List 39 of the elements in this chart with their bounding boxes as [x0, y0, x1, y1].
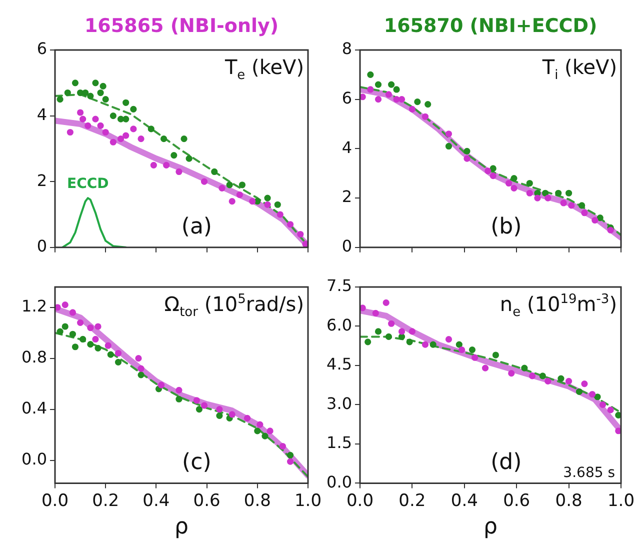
x-tick-label: 1.0 [294, 490, 322, 511]
annotation: (b) [490, 214, 522, 240]
x-tick-label: 0.8 [555, 490, 582, 511]
y-tick-label: 4 [36, 104, 47, 124]
annotation: (a) [181, 214, 212, 240]
y-tick-label: 1.5 [326, 433, 352, 452]
y-tick-label: 0.4 [22, 398, 47, 418]
y-tick-label: 7.5 [326, 276, 352, 296]
y-tick-label: 6 [36, 39, 47, 58]
x-tick-label: 0.2 [92, 490, 120, 511]
series-label: ECCD [67, 176, 109, 192]
y-tick-label: 6.0 [326, 315, 352, 334]
text: 165865 (NBI-only) [84, 15, 279, 37]
y-tick-label: 2 [342, 187, 352, 206]
y-tick-label: 8 [342, 39, 352, 58]
annotation: (c) [182, 450, 212, 476]
y-tick-label: 6 [342, 88, 352, 108]
x-axis-title: ρ [484, 514, 498, 540]
y-tick-label: 0 [36, 236, 47, 256]
y-tick-label: 2 [36, 170, 47, 190]
series-label: 165870 (NBI+ECCD) [384, 15, 598, 37]
y-tick-label: 0.8 [22, 348, 47, 366]
y-tick-label: 0 [342, 236, 352, 256]
y-tick-label: 0.0 [22, 449, 47, 468]
x-tick-label: 0.2 [398, 490, 426, 511]
y-tick-label: 0.0 [326, 472, 352, 492]
x-tick-label: 0.8 [244, 490, 271, 511]
y-tick-label: 4.5 [326, 354, 352, 374]
y-tick-label: 3.0 [326, 394, 352, 413]
x-tick-label: 0.6 [503, 490, 530, 511]
x-tick-label: 0.6 [193, 490, 220, 511]
x-tick-label: 1.0 [607, 490, 635, 511]
x-axis-title: ρ [174, 514, 188, 540]
x-tick-label: 0.4 [450, 490, 478, 511]
y-tick-label: 4 [342, 138, 352, 157]
y-tick-label: 1.2 [22, 296, 47, 316]
annotation: (d) [490, 450, 522, 476]
annotation: 3.685 s [563, 465, 616, 482]
x-tick-label: 0.4 [142, 490, 170, 511]
